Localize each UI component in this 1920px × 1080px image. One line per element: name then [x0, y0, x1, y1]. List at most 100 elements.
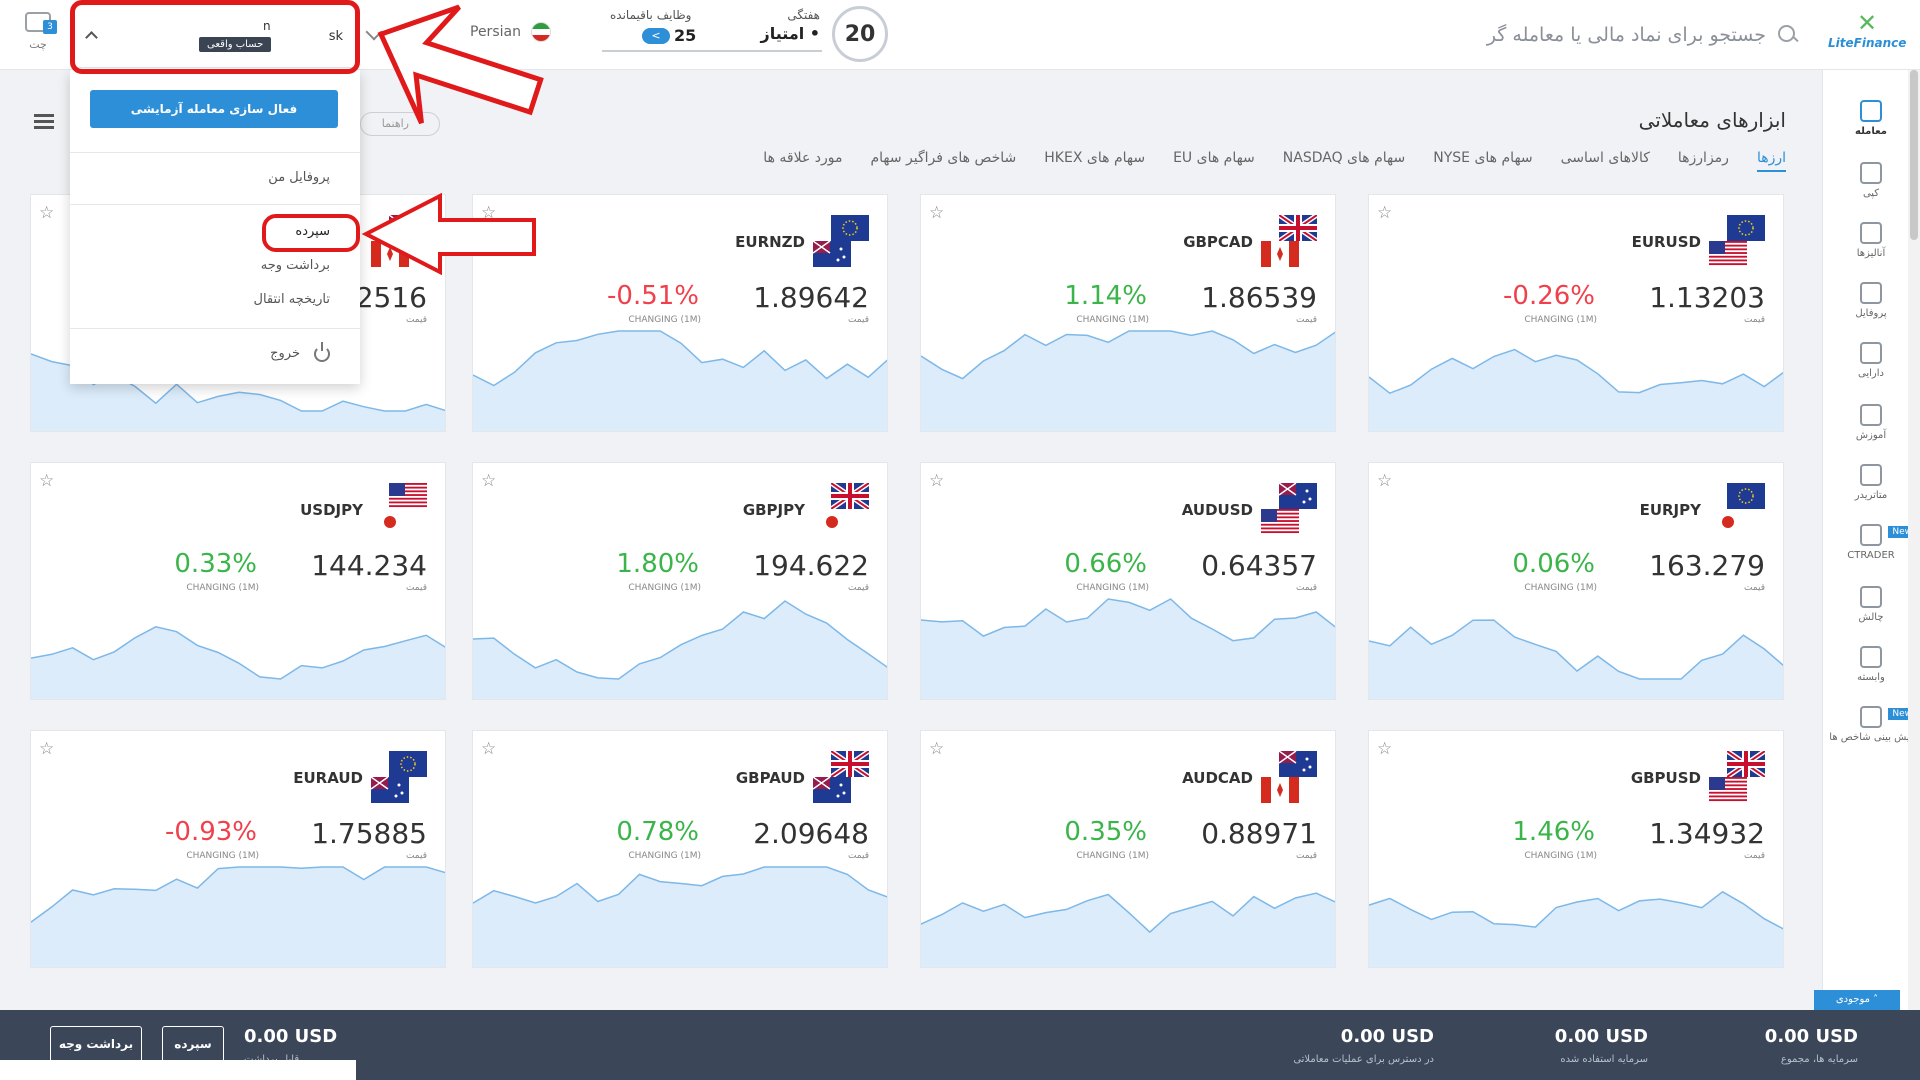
logo[interactable]: ✕ LiteFinance	[1828, 10, 1906, 60]
sidebar-item[interactable]: آموزش	[1822, 404, 1920, 441]
deposit-button[interactable]: سپرده	[162, 1026, 224, 1062]
sparkline-area	[31, 867, 445, 967]
instrument-card[interactable]: ☆ AUDCAD 0.88971 قیمت 0.35% CHANGING (1M…	[920, 730, 1336, 968]
chat-button[interactable]: 3 چت	[18, 12, 58, 62]
weekly-challenge[interactable]: 20 هفتگی • امتیاز وظایف باقیمانده < 25	[602, 0, 892, 70]
instrument-price: 2.09648	[753, 817, 869, 850]
instrument-price: 1.13203	[1649, 281, 1765, 314]
flag-icon	[1709, 241, 1747, 267]
sparkline-line	[31, 866, 445, 923]
available-funds-label: در دسترس برای عملیات معاملاتی	[1293, 1054, 1434, 1065]
list-view-icon[interactable]	[34, 114, 54, 130]
change-label: CHANGING (1M)	[1524, 583, 1597, 593]
menu-item-deposit[interactable]: سپرده	[295, 224, 330, 239]
change-label: CHANGING (1M)	[628, 315, 701, 325]
available-funds-value: 0.00 USD	[1340, 1026, 1434, 1047]
sparkline-chart	[31, 626, 445, 699]
menu-item-profile[interactable]: پروفایل من	[268, 170, 330, 185]
instrument-symbol: EURUSD	[1631, 233, 1701, 251]
tab-hkex[interactable]: سهام های HKEX	[1044, 150, 1146, 166]
language-selector[interactable]: Persian	[470, 22, 551, 42]
used-funds-label: سرمایه استفاده شده	[1560, 1054, 1648, 1065]
sparkline-area	[473, 867, 887, 967]
favorite-star-icon[interactable]: ☆	[929, 739, 945, 759]
favorite-star-icon[interactable]: ☆	[39, 471, 55, 491]
instrument-symbol: GBPAUD	[735, 769, 805, 787]
account-selector[interactable]: n حساب واقعی sk	[72, 4, 356, 68]
tab-commodities[interactable]: کالاهای اساسی	[1560, 150, 1650, 166]
sidebar-item[interactable]: چالش	[1822, 586, 1920, 623]
guide-button[interactable]: راهنما	[360, 112, 440, 136]
sparkline-chart	[921, 892, 1335, 967]
sparkline-line	[31, 626, 445, 680]
sidebar-item[interactable]: آنالیزها	[1822, 222, 1920, 259]
menu-item-transfer-history[interactable]: تاریخچه انتقال	[253, 292, 331, 307]
activate-demo-button[interactable]: فعال سازی معامله آزمایشی	[90, 90, 338, 128]
sidebar-item[interactable]: دارایی	[1822, 342, 1920, 379]
favorite-star-icon[interactable]: ☆	[39, 739, 55, 759]
instrument-card[interactable]: ☆ EURNZD 1.89642 قیمت -0.51% CHANGING (1…	[472, 194, 888, 432]
instrument-card[interactable]: ☆ EURAUD 1.75885 قیمت -0.93% CHANGING (1…	[30, 730, 446, 968]
scroll-thumb[interactable]	[1910, 70, 1918, 240]
balance-toggle[interactable]: موجودی ˄	[1814, 990, 1900, 1010]
favorite-star-icon[interactable]: ☆	[1377, 203, 1393, 223]
currency-flags	[1261, 750, 1317, 803]
instrument-price: 1.34932	[1649, 817, 1765, 850]
sidebar-item[interactable]: وابسته	[1822, 646, 1920, 683]
sidebar-item[interactable]: پیش بینی شاخص ها	[1822, 706, 1920, 743]
sidebar-item[interactable]: پروفایل	[1822, 282, 1920, 319]
tasks-arrow-icon[interactable]: <	[642, 28, 670, 44]
tab-currencies[interactable]: ارزها	[1756, 150, 1786, 172]
total-funds-label: سرمایه ها، مجموع	[1780, 1054, 1858, 1065]
favorite-star-icon[interactable]: ☆	[929, 471, 945, 491]
menu-item-logout[interactable]: خروج	[270, 346, 300, 361]
instrument-card[interactable]: ☆ GBPAUD 2.09648 قیمت 0.78% CHANGING (1M…	[472, 730, 888, 968]
instrument-change: -0.93%	[165, 817, 257, 847]
sidebar-item[interactable]: متاتریدر	[1822, 464, 1920, 501]
tab-crypto[interactable]: رمزارزها	[1677, 150, 1729, 166]
sidebar-item[interactable]: معامله	[1822, 100, 1920, 137]
tab-eu[interactable]: سهام های EU	[1173, 150, 1255, 166]
sparkline-chart	[1369, 348, 1783, 431]
favorite-star-icon[interactable]: ☆	[481, 739, 497, 759]
instrument-card[interactable]: ☆ EURJPY 163.279 قیمت 0.06% CHANGING (1M…	[1368, 462, 1784, 700]
withdraw-button[interactable]: برداشت وجه	[50, 1026, 142, 1062]
instrument-price: 0.64357	[1201, 549, 1317, 582]
tab-nasdaq[interactable]: سهام های NASDAQ	[1282, 150, 1406, 166]
favorite-star-icon[interactable]: ☆	[929, 203, 945, 223]
chat-icon: 3	[25, 12, 57, 34]
price-label: قیمت	[847, 315, 869, 325]
sidebar-item[interactable]: کپی	[1822, 162, 1920, 199]
flag-icon	[389, 751, 427, 777]
page-title: ابزارهای معاملاتی	[1638, 108, 1786, 132]
instrument-card[interactable]: ☆ EURUSD 1.13203 قیمت -0.26% CHANGING (1…	[1368, 194, 1784, 432]
instrument-price: 1.75885	[311, 817, 427, 850]
favorite-star-icon[interactable]: ☆	[1377, 739, 1393, 759]
flag-icon	[1278, 482, 1317, 509]
change-label: CHANGING (1M)	[628, 851, 701, 861]
language-label: Persian	[470, 24, 521, 40]
instrument-card[interactable]: ☆ USDJPY 144.234 قیمت 0.33% CHANGING (1M…	[30, 462, 446, 700]
instrument-card[interactable]: ☆ GBPJPY 194.622 قیمت 1.80% CHANGING (1M…	[472, 462, 888, 700]
instrument-card[interactable]: ☆ GBPCAD 1.86539 قیمت 1.14% CHANGING (1M…	[920, 194, 1336, 432]
instrument-symbol: AUDUSD	[1181, 501, 1253, 519]
sidebar-item[interactable]: CTRADER	[1822, 524, 1920, 561]
tab-nyse[interactable]: سهام های NYSE	[1433, 150, 1533, 166]
menu-item-withdraw[interactable]: برداشت وجه	[260, 258, 330, 273]
sparkline-area	[1369, 620, 1783, 699]
sparkline-chart	[921, 330, 1335, 431]
tab-favorites[interactable]: مورد علاقه ها	[763, 150, 843, 166]
instrument-card[interactable]: ☆ AUDUSD 0.64357 قیمت 0.66% CHANGING (1M…	[920, 462, 1336, 700]
favorite-star-icon[interactable]: ☆	[39, 203, 55, 223]
tasks-label: وظایف باقیمانده	[610, 8, 692, 22]
scrollbar[interactable]	[1908, 70, 1920, 1010]
favorite-star-icon[interactable]: ☆	[1377, 471, 1393, 491]
divider	[70, 152, 360, 153]
favorite-star-icon[interactable]: ☆	[481, 471, 497, 491]
currency-flags	[1261, 212, 1319, 267]
search-box[interactable]: جستجو برای نماد مالی یا معامله گر	[1350, 18, 1800, 52]
search-placeholder: جستجو برای نماد مالی یا معامله گر	[1486, 24, 1766, 46]
currency-flags	[813, 480, 871, 535]
instrument-card[interactable]: ☆ GBPUSD 1.34932 قیمت 1.46% CHANGING (1M…	[1368, 730, 1784, 968]
tab-indices[interactable]: شاخص های فراگیر سهام	[870, 150, 1017, 166]
